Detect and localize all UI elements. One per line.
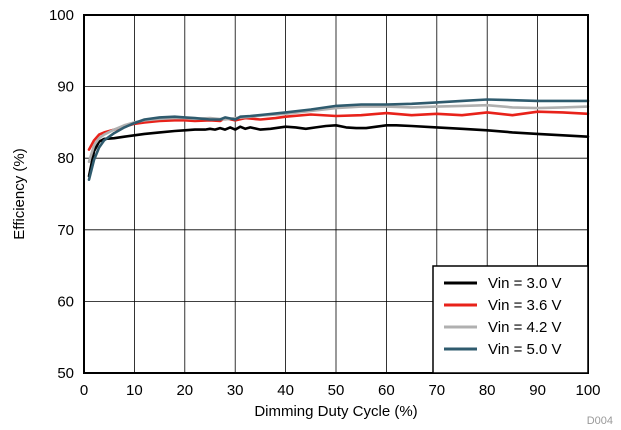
x-tick-label: 50: [328, 382, 345, 399]
y-tick-label: 50: [57, 365, 74, 382]
series-layer: [87, 98, 590, 181]
x-tick-label: 40: [277, 382, 294, 399]
x-tick-label: 10: [126, 382, 143, 399]
x-tick-label: 100: [575, 382, 600, 399]
y-axis-title: Efficiency (%): [11, 148, 28, 239]
legend: Vin = 3.0 V Vin = 3.6 V Vin = 4.2 V Vin = 5…: [432, 265, 589, 374]
y-tick-label: 90: [57, 79, 74, 96]
tick-labels: 0 10 20 30 40 50 60 70 80 90 100 50 60 70 80 90 100: [49, 7, 601, 399]
legend-label: Vin = 3.0 V: [488, 275, 562, 292]
x-tick-label: 70: [428, 382, 445, 399]
y-tick-label: 70: [57, 222, 74, 239]
x-axis-title: Dimming Duty Cycle (%): [254, 403, 417, 420]
legend-label: Vin = 5.0 V: [488, 341, 562, 358]
series-line-1: [87, 124, 590, 178]
plot-frame: [83, 14, 589, 374]
legend-label: Vin = 3.6 V: [488, 297, 562, 314]
x-tick-label: 60: [378, 382, 395, 399]
x-tick-label: 0: [80, 382, 88, 399]
y-tick-label: 60: [57, 293, 74, 310]
figure-id: D004: [587, 415, 613, 427]
x-tick-label: 20: [176, 382, 193, 399]
x-tick-label: 30: [227, 382, 244, 399]
series-line-4: [87, 98, 590, 181]
legend-label: Vin = 4.2 V: [488, 319, 562, 336]
y-tick-label: 80: [57, 150, 74, 167]
x-tick-label: 90: [529, 382, 546, 399]
x-tick-label: 80: [479, 382, 496, 399]
y-tick-label: 100: [49, 7, 74, 24]
